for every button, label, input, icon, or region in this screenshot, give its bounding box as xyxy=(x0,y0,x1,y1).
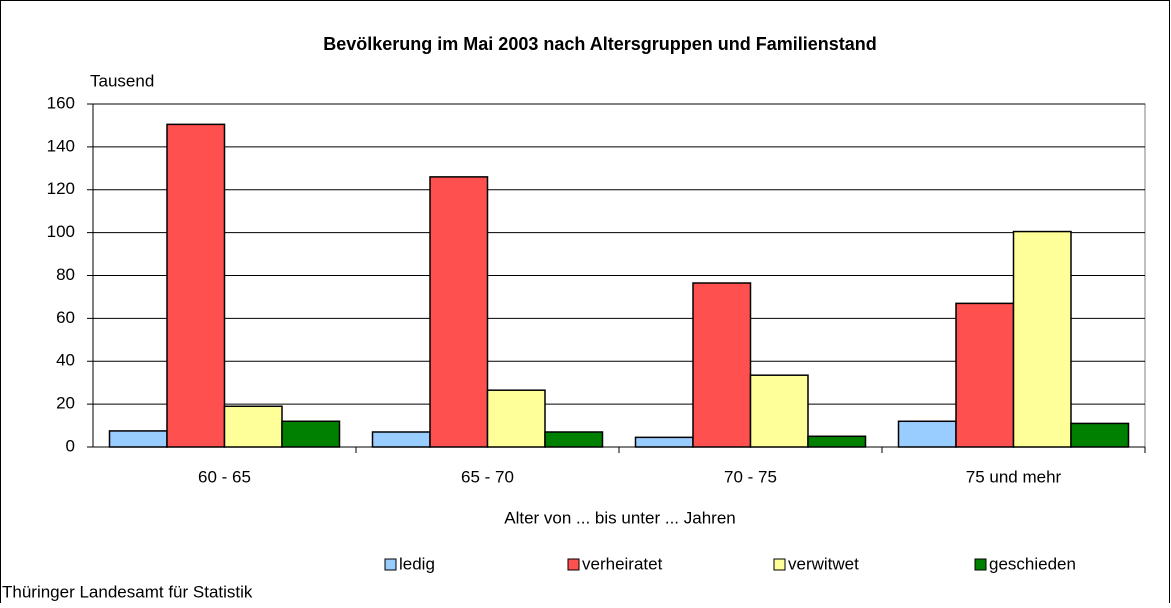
y-tick-label: 20 xyxy=(56,394,75,413)
y-tick-label: 140 xyxy=(47,136,75,155)
y-axis-title: Tausend xyxy=(90,71,154,90)
y-tick-label: 120 xyxy=(47,179,75,198)
y-tick-label: 0 xyxy=(66,436,75,455)
bar xyxy=(108,430,168,448)
bar xyxy=(1070,422,1130,448)
bar xyxy=(544,431,604,448)
chart-title: Bevölkerung im Mai 2003 nach Altersgrupp… xyxy=(323,34,876,54)
y-tick-label: 160 xyxy=(47,93,75,112)
bar xyxy=(807,435,867,448)
legend-marker xyxy=(384,558,397,571)
y-tick-label: 80 xyxy=(56,265,75,284)
legend-label: geschieden xyxy=(989,554,1076,573)
y-tick-label: 100 xyxy=(47,222,75,241)
bar xyxy=(897,420,957,448)
bar xyxy=(166,123,226,448)
legend-marker xyxy=(567,558,580,571)
bar xyxy=(486,389,546,448)
legend-marker xyxy=(773,558,786,571)
legend-label: verwitwet xyxy=(788,554,859,573)
x-axis-title: Alter von ... bis unter ... Jahren xyxy=(504,508,736,527)
legend-marker xyxy=(974,558,987,571)
bar xyxy=(223,405,283,448)
x-tick-label: 60 - 65 xyxy=(198,467,251,486)
bar xyxy=(692,282,752,448)
bar xyxy=(955,302,1015,448)
x-tick-label: 75 und mehr xyxy=(966,467,1062,486)
x-tick-label: 65 - 70 xyxy=(461,467,514,486)
legend-label: ledig xyxy=(399,554,435,573)
bar xyxy=(371,431,431,448)
bar xyxy=(634,436,694,448)
y-tick-label: 40 xyxy=(56,351,75,370)
x-tick-label: 70 - 75 xyxy=(724,467,777,486)
source: Thüringer Landesamt für Statistik xyxy=(2,582,253,601)
bar xyxy=(1012,230,1072,448)
bar xyxy=(749,374,809,448)
legend-label: verheiratet xyxy=(582,554,663,573)
bar xyxy=(429,176,489,448)
bar xyxy=(281,420,341,448)
y-tick-label: 60 xyxy=(56,308,75,327)
